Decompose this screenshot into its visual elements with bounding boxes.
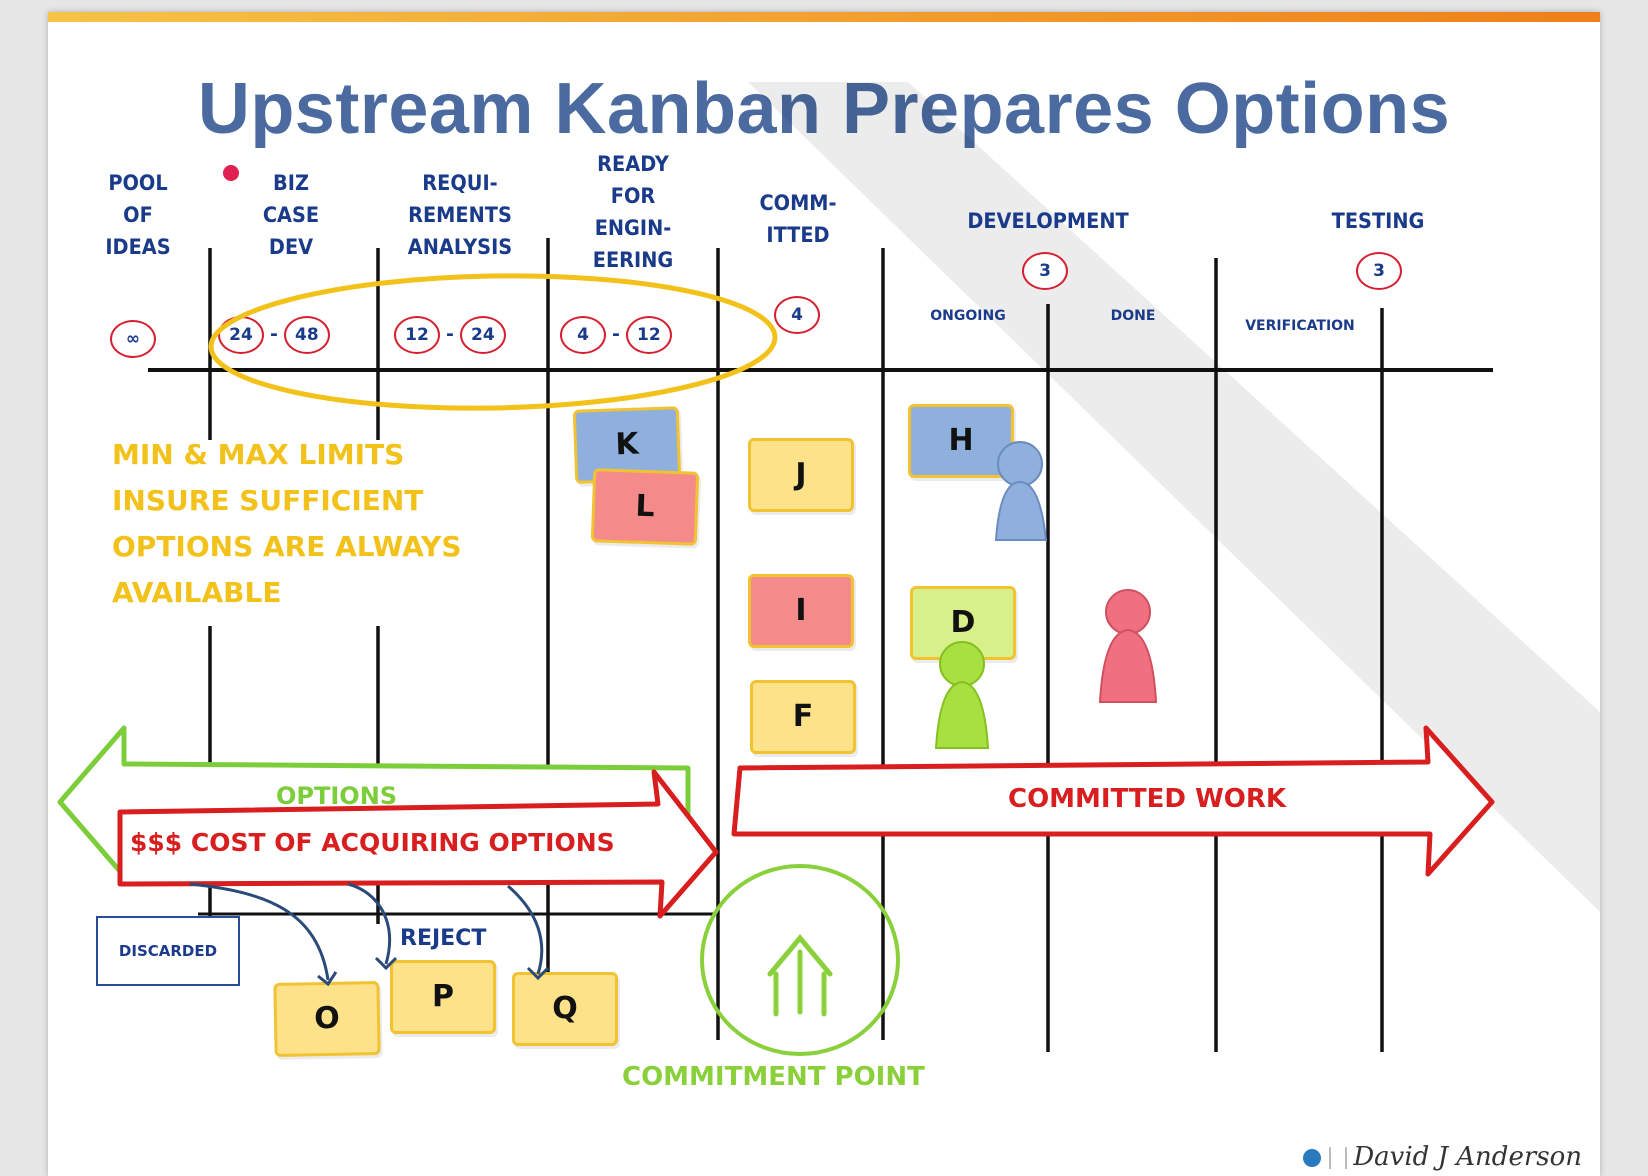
col-header-ready: READY FOR ENGIN- EERING [592,152,674,272]
token-blue [994,441,1048,541]
card-f[interactable]: F [750,680,856,754]
author-credit: David J Anderson [1303,1142,1582,1172]
subheader-ongoing: ONGOING [930,308,1006,324]
limit-requirements: 12-24 [394,316,506,354]
token-red [1098,589,1158,703]
limit-pool: ∞ [110,320,156,358]
cost-label: $$$ COST OF ACQUIRING OPTIONS [130,828,615,857]
col-header-requirements: REQUI- REMENTS ANALYSIS [407,171,513,259]
col-header-testing: TESTING [1331,209,1425,233]
col-header-development: DEVELOPMENT [967,209,1129,233]
slide: Upstream Kanban Prepares Options POOL OF… [48,12,1600,1176]
shadow-band [748,82,1600,912]
worker-tokens [934,441,1158,749]
limit-testing: 3 [1356,252,1402,290]
limit-development: 3 [1022,252,1068,290]
subheader-done: DONE [1110,308,1156,324]
cost-arrow [117,769,719,919]
committed-work-label: COMMITTED WORK [1008,784,1287,814]
accent-bar [48,12,1600,22]
discarded-box: DISCARDED [96,916,240,986]
card-q[interactable]: Q [512,972,618,1046]
card-p[interactable]: P [390,960,496,1034]
slide-title: Upstream Kanban Prepares Options [197,69,1451,149]
marker-dot [223,165,239,181]
options-label: OPTIONS [276,782,398,810]
author-name: David J Anderson [1353,1142,1582,1172]
commitment-circle [700,864,900,1056]
subheader-verification: VERIFICATION [1245,318,1355,334]
commitment-point-label: COMMITMENT POINT [622,1062,925,1092]
limit-ready: 4-12 [560,316,672,354]
limits-highlight [208,165,778,411]
reject-arrows [189,882,550,987]
token-green [934,641,990,749]
card-h[interactable]: H [908,404,1014,478]
col-header-pool: POOL OF IDEAS [105,171,171,259]
limits-note: MIN & MAX LIMITS INSURE SUFFICIENT OPTIO… [112,438,462,609]
limit-committed: 4 [774,296,820,334]
card-i[interactable]: I [748,574,854,648]
author-bars-icon [1329,1147,1348,1169]
reject-label: REJECT [400,926,487,951]
card-j[interactable]: J [748,438,854,512]
limit-biz-case: 24-48 [218,316,330,354]
col-header-committed: COMM- ITTED [759,191,837,247]
committed-work-arrow [731,725,1495,877]
flow-arrows [57,725,1495,1056]
col-header-biz-case: BIZ CASE DEV [262,171,320,259]
author-logo-icon [1303,1149,1322,1167]
